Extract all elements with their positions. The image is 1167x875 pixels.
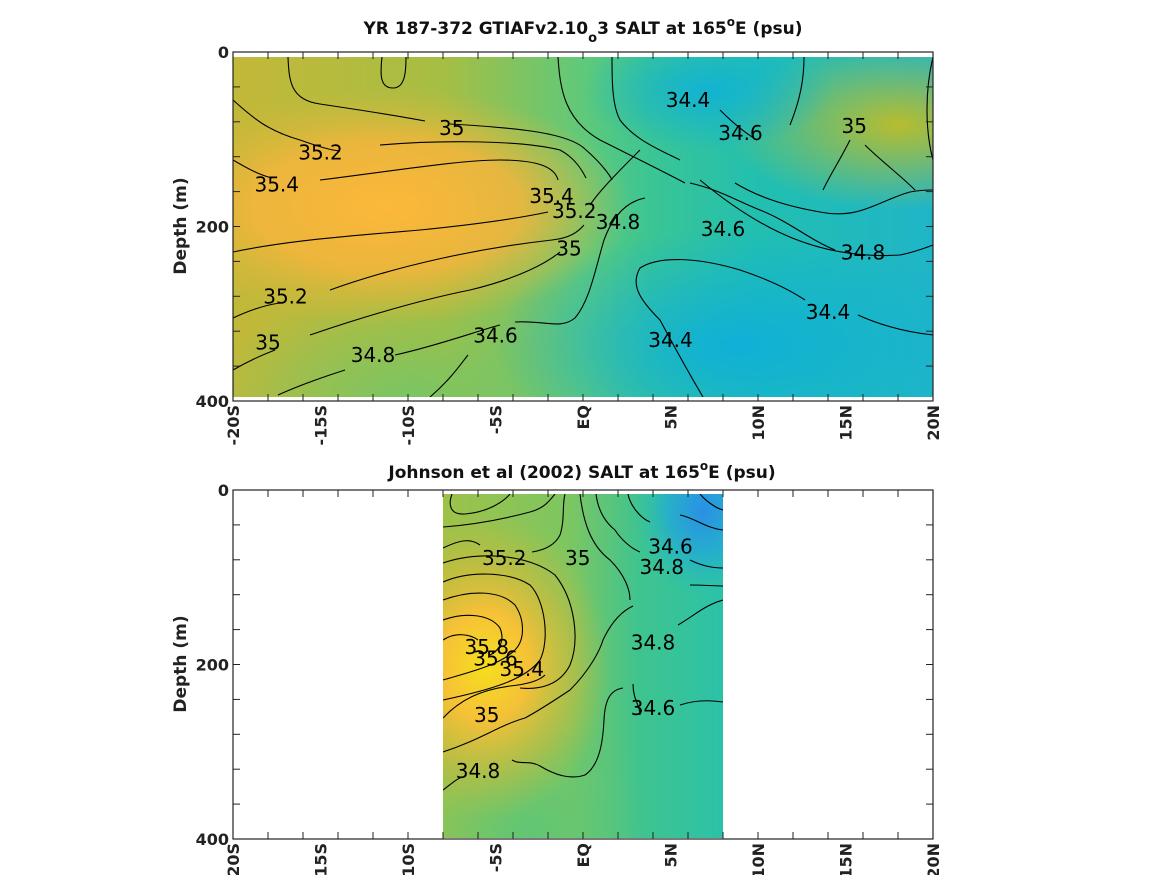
x-tick-label: 15N <box>837 405 856 441</box>
x-tick-label: -10S <box>399 405 418 445</box>
contour-label: 35.2 <box>263 284 308 308</box>
contour-label: 34.6 <box>701 217 746 241</box>
chart-2-ylabel: Depth (m) <box>171 615 191 712</box>
contour-label: 35 <box>842 114 867 138</box>
chart-1-ticks <box>232 51 934 402</box>
contour-label: 34.6 <box>631 696 676 720</box>
contour-label: 34.6 <box>718 121 763 145</box>
y-tick-label: 400 <box>196 830 229 849</box>
chart-2-contours <box>443 494 723 791</box>
x-tick-label: -20S <box>224 405 243 445</box>
contour-label: 35.6 <box>473 646 518 670</box>
contour-label: 35 <box>474 703 499 727</box>
x-tick-label: 20N <box>924 405 943 441</box>
x-tick-label: -15S <box>312 843 331 875</box>
chart-2: Johnson et al (2002) SALT at 165oE (psu) <box>171 459 943 875</box>
contour-label: 35 <box>255 331 280 355</box>
contour-label: 34.4 <box>806 300 851 324</box>
chart-1-x-tick-labels: -20S -15S -10S -5S EQ 5N 10N 15N 20N <box>224 405 943 445</box>
chart-1-ylabel: Depth (m) <box>171 177 191 274</box>
contour-label: 34.4 <box>648 328 693 352</box>
contour-label: 35.4 <box>254 173 299 197</box>
chart-2-y-tick-labels: 0 200 400 <box>196 481 229 849</box>
chart-1-title: YR 187-372 GTIAFv2.10o3 SALT at 165oE (p… <box>363 15 803 46</box>
x-tick-label: -15S <box>312 405 331 445</box>
contour-label: 35.2 <box>298 140 343 164</box>
x-tick-label: -5S <box>487 405 506 434</box>
x-tick-label: 10N <box>749 405 768 441</box>
chart-1-heatmap <box>233 57 933 397</box>
chart-1: YR 187-372 GTIAFv2.10o3 SALT at 165oE (p… <box>171 15 943 445</box>
x-tick-label: -20S <box>224 843 243 875</box>
chart-2-title: Johnson et al (2002) SALT at 165oE (psu) <box>387 459 775 483</box>
x-tick-label: -10S <box>399 843 418 875</box>
contour-label: 35.4 <box>529 184 574 208</box>
contour-label: 35 <box>439 116 464 140</box>
y-tick-label: 0 <box>218 43 229 62</box>
contour-label: 34.4 <box>666 88 711 112</box>
y-tick-label: 200 <box>196 656 229 675</box>
y-tick-label: 0 <box>218 481 229 500</box>
x-tick-label: 5N <box>662 843 681 868</box>
x-tick-label: 5N <box>662 405 681 430</box>
x-tick-label: EQ <box>574 405 593 430</box>
chart-1-contours <box>233 57 933 397</box>
contour-label: 35.2 <box>552 199 597 223</box>
contour-label: 34.8 <box>841 241 886 265</box>
y-tick-label: 400 <box>196 392 229 411</box>
chart-2-ticks <box>232 489 934 840</box>
x-tick-label: 10N <box>749 843 768 875</box>
contour-label: 34.8 <box>639 555 684 579</box>
contour-label: 34.6 <box>473 324 518 348</box>
contour-label: 34.8 <box>351 343 396 367</box>
chart-2-heatmap <box>443 494 723 838</box>
contour-label: 35.8 <box>464 635 509 659</box>
contour-label: 35 <box>565 546 590 570</box>
contour-label: 34.6 <box>648 535 693 559</box>
contour-label: 35 <box>556 236 581 260</box>
chart-1-y-tick-labels: 0 200 400 <box>196 43 229 411</box>
x-tick-label: -5S <box>487 843 506 872</box>
x-tick-label: 15N <box>837 843 856 875</box>
x-tick-label: 20N <box>924 843 943 875</box>
y-tick-label: 200 <box>196 218 229 237</box>
contour-label: 34.8 <box>456 759 501 783</box>
contour-label: 35.2 <box>482 546 527 570</box>
contour-label: 34.8 <box>596 210 641 234</box>
contour-label: 35.4 <box>499 657 544 681</box>
contour-label: 34.8 <box>631 631 676 655</box>
x-tick-label: EQ <box>574 843 593 868</box>
chart-2-x-tick-labels: -20S -15S -10S -5S EQ 5N 10N 15N 20N <box>224 843 943 875</box>
